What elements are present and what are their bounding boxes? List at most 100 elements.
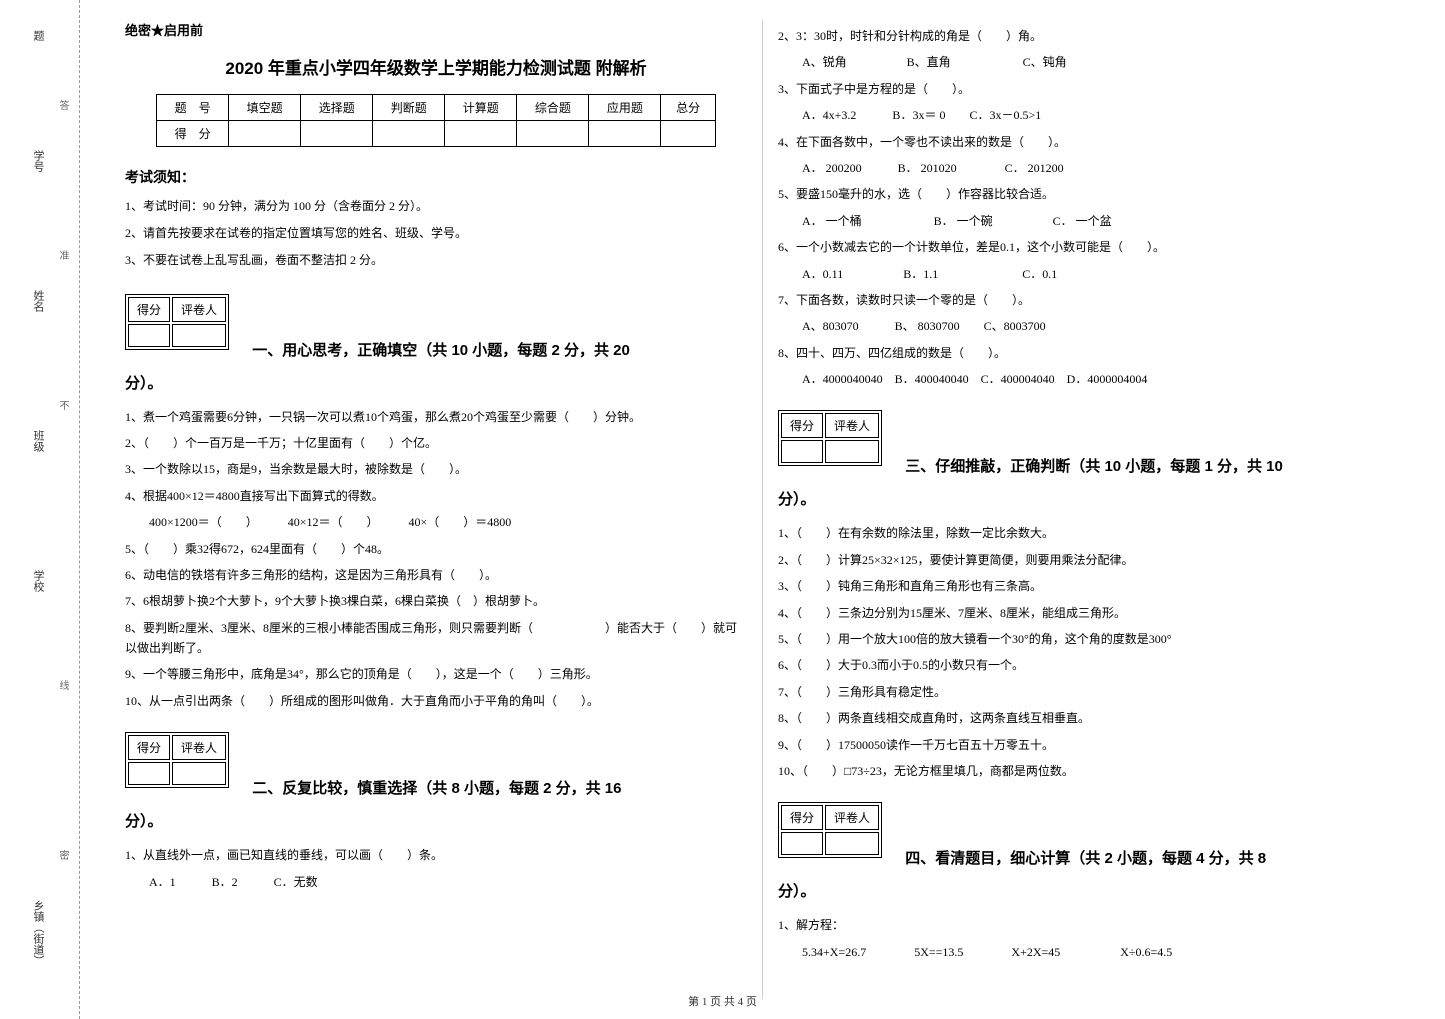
content-area: 绝密★启用前 2020 年重点小学四年级数学上学期能力检测试题 附解析 题 号 … — [80, 0, 1445, 1019]
grader-h: 评卷人 — [172, 735, 226, 760]
score-cell[interactable] — [781, 440, 823, 463]
binding-label: 乡镇（街道） — [30, 900, 46, 966]
section4-title: 四、看清题目，细心计算（共 2 小题，每题 4 分，共 8 — [905, 850, 1266, 867]
binding-label: 学校 — [30, 570, 46, 592]
q: A．4000040040 B．400040040 C．400004040 D．4… — [778, 369, 1400, 389]
notice-item: 3、不要在试卷上乱写乱画，卷面不整洁扣 2 分。 — [125, 251, 747, 270]
q: 3、一个数除以15，商是9，当余数是最大时，被除数是（ ）。 — [125, 459, 747, 479]
q: 5、（ ）用一个放大100倍的放大镜看一个30°的角，这个角的度数是300° — [778, 629, 1400, 649]
sealing-mark: 密 — [55, 850, 70, 860]
score-cell[interactable] — [517, 121, 589, 147]
q: 5、（ ）乘32得672，624里面有（ ）个48。 — [125, 539, 747, 559]
score-cell[interactable] — [301, 121, 373, 147]
binding-label: 姓名 — [30, 290, 46, 312]
th: 总分 — [661, 95, 715, 121]
th: 选择题 — [301, 95, 373, 121]
q: 6、（ ）大于0.3而小于0.5的小数只有一个。 — [778, 655, 1400, 675]
notice-item: 1、考试时间：90 分钟，满分为 100 分（含卷面分 2 分）。 — [125, 197, 747, 216]
q: 1、煮一个鸡蛋需要6分钟，一只锅一次可以煮10个鸡蛋，那么煮20个鸡蛋至少需要（… — [125, 407, 747, 427]
score-h: 得分 — [781, 413, 823, 438]
q: A． 200200 B． 201020 C． 201200 — [778, 158, 1400, 178]
q: A、锐角 B、直角 C、钝角 — [778, 52, 1400, 72]
q: 10、从一点引出两条（ ）所组成的图形叫做角．大于直角而小于平角的角叫（ ）。 — [125, 691, 747, 711]
q: 1、（ ）在有余数的除法里，除数一定比余数大。 — [778, 523, 1400, 543]
section3-title-end: 分）。 — [778, 486, 1400, 513]
section-score-box: 得分评卷人 — [778, 802, 882, 858]
sealing-mark: 不 — [55, 400, 70, 410]
sealing-mark: 准 — [55, 250, 70, 260]
score-h: 得分 — [781, 805, 823, 830]
q: 9、（ ）17500050读作一千万七百五十万零五十。 — [778, 735, 1400, 755]
score-cell[interactable] — [373, 121, 445, 147]
q: 5、要盛150毫升的水，选（ ）作容器比较合适。 — [778, 184, 1400, 204]
section2-title: 二、反复比较，慎重选择（共 8 小题，每题 2 分，共 16 — [252, 780, 621, 797]
q: 7、6根胡萝卜换2个大萝卜，9个大萝卜换3棵白菜，6棵白菜换（ ）根胡萝卜。 — [125, 591, 747, 611]
score-cell[interactable] — [589, 121, 661, 147]
right-column: 2、3：30时，时针和分针构成的角是（ ）角。 A、锐角 B、直角 C、钝角 3… — [763, 20, 1415, 999]
section1-title: 一、用心思考，正确填空（共 10 小题，每题 2 分，共 20 — [252, 342, 630, 359]
left-column: 绝密★启用前 2020 年重点小学四年级数学上学期能力检测试题 附解析 题 号 … — [110, 20, 763, 999]
q: 1、从直线外一点，画已知直线的垂线，可以画（ ）条。 — [125, 845, 747, 865]
th: 题 号 — [157, 95, 229, 121]
section1-title-end: 分）。 — [125, 370, 747, 397]
q: 5.34+X=26.7 5X==13.5 X+2X=45 X÷0.6=4.5 — [778, 942, 1400, 962]
binding-label: 学号 — [30, 150, 46, 172]
q: 2、（ ）计算25×32×125，要使计算更简便，则要用乘法分配律。 — [778, 550, 1400, 570]
q: 7、下面各数，读数时只读一个零的是（ ）。 — [778, 290, 1400, 310]
q: 6、一个小数减去它的一个计数单位，差是0.1，这个小数可能是（ ）。 — [778, 237, 1400, 257]
section3-title: 三、仔细推敲，正确判断（共 10 小题，每题 1 分，共 10 — [905, 458, 1283, 475]
q: 8、要判断2厘米、3厘米、8厘米的三根小棒能否围成三角形，则只需要判断（ ）能否… — [125, 618, 747, 659]
secret-label: 绝密★启用前 — [125, 20, 747, 39]
grader-cell[interactable] — [825, 832, 879, 855]
q: 4、在下面各数中，一个零也不读出来的数是（ ）。 — [778, 132, 1400, 152]
binding-label: 班级 — [30, 430, 46, 452]
q: 7、（ ）三角形具有稳定性。 — [778, 682, 1400, 702]
q: 2、3：30时，时针和分针构成的角是（ ）角。 — [778, 26, 1400, 46]
grader-cell[interactable] — [172, 762, 226, 785]
grader-cell[interactable] — [172, 324, 226, 347]
exam-title: 2020 年重点小学四年级数学上学期能力检测试题 附解析 — [125, 54, 747, 79]
section-score-box: 得分评卷人 — [778, 410, 882, 466]
score-cell[interactable] — [445, 121, 517, 147]
score-cell[interactable] — [661, 121, 715, 147]
q: A．0.11 B．1.1 C．0.1 — [778, 264, 1400, 284]
grader-cell[interactable] — [825, 440, 879, 463]
notice-title: 考试须知： — [125, 167, 747, 187]
q: A． 一个桶 B． 一个碗 C． 一个盆 — [778, 211, 1400, 231]
grader-h: 评卷人 — [825, 413, 879, 438]
q: A．4x+3.2 B．3x＝ 0 C．3x－0.5>1 — [778, 105, 1400, 125]
section4-title-end: 分）。 — [778, 878, 1400, 905]
q: 3、（ ）钝角三角形和直角三角形也有三条高。 — [778, 576, 1400, 596]
q: 2、（ ）个一百万是一千万；十亿里面有（ ）个亿。 — [125, 433, 747, 453]
q: 9、一个等腰三角形中，底角是34°，那么它的顶角是（ ），这是一个（ ）三角形。 — [125, 664, 747, 684]
q: 8、四十、四万、四亿组成的数是（ ）。 — [778, 343, 1400, 363]
th: 判断题 — [373, 95, 445, 121]
th: 计算题 — [445, 95, 517, 121]
score-h: 得分 — [128, 735, 170, 760]
th: 填空题 — [229, 95, 301, 121]
sealing-mark: 答 — [55, 100, 70, 110]
binding-label: 题 — [30, 30, 46, 41]
grader-h: 评卷人 — [825, 805, 879, 830]
score-cell[interactable] — [128, 324, 170, 347]
q: 6、动电信的铁塔有许多三角形的结构，这是因为三角形具有（ ）。 — [125, 565, 747, 585]
th: 综合题 — [517, 95, 589, 121]
q: 1、解方程： — [778, 915, 1400, 935]
th: 应用题 — [589, 95, 661, 121]
score-cell[interactable] — [781, 832, 823, 855]
q: 4、根据400×12＝4800直接写出下面算式的得数。 — [125, 486, 747, 506]
score-table: 题 号 填空题 选择题 判断题 计算题 综合题 应用题 总分 得 分 — [156, 94, 716, 147]
q: 10、（ ）□73÷23，无论方框里填几，商都是两位数。 — [778, 761, 1400, 781]
binding-margin: 题 学号 姓名 班级 学校 乡镇（街道） 答 准 不 线 密 — [0, 0, 80, 1019]
q: 3、下面式子中是方程的是（ ）。 — [778, 79, 1400, 99]
q: 4、（ ）三条边分别为15厘米、7厘米、8厘米，能组成三角形。 — [778, 603, 1400, 623]
section2-title-end: 分）。 — [125, 808, 747, 835]
q: 400×1200＝（ ） 40×12＝（ ） 40×（ ）＝4800 — [125, 512, 747, 532]
q: A、803070 B、 8030700 C、8003700 — [778, 316, 1400, 336]
score-cell[interactable] — [128, 762, 170, 785]
score-cell[interactable] — [229, 121, 301, 147]
score-label: 得 分 — [157, 121, 229, 147]
sealing-mark: 线 — [55, 680, 70, 690]
page-footer: 第 1 页 共 4 页 — [688, 993, 757, 1009]
section-score-box: 得分评卷人 — [125, 294, 229, 350]
